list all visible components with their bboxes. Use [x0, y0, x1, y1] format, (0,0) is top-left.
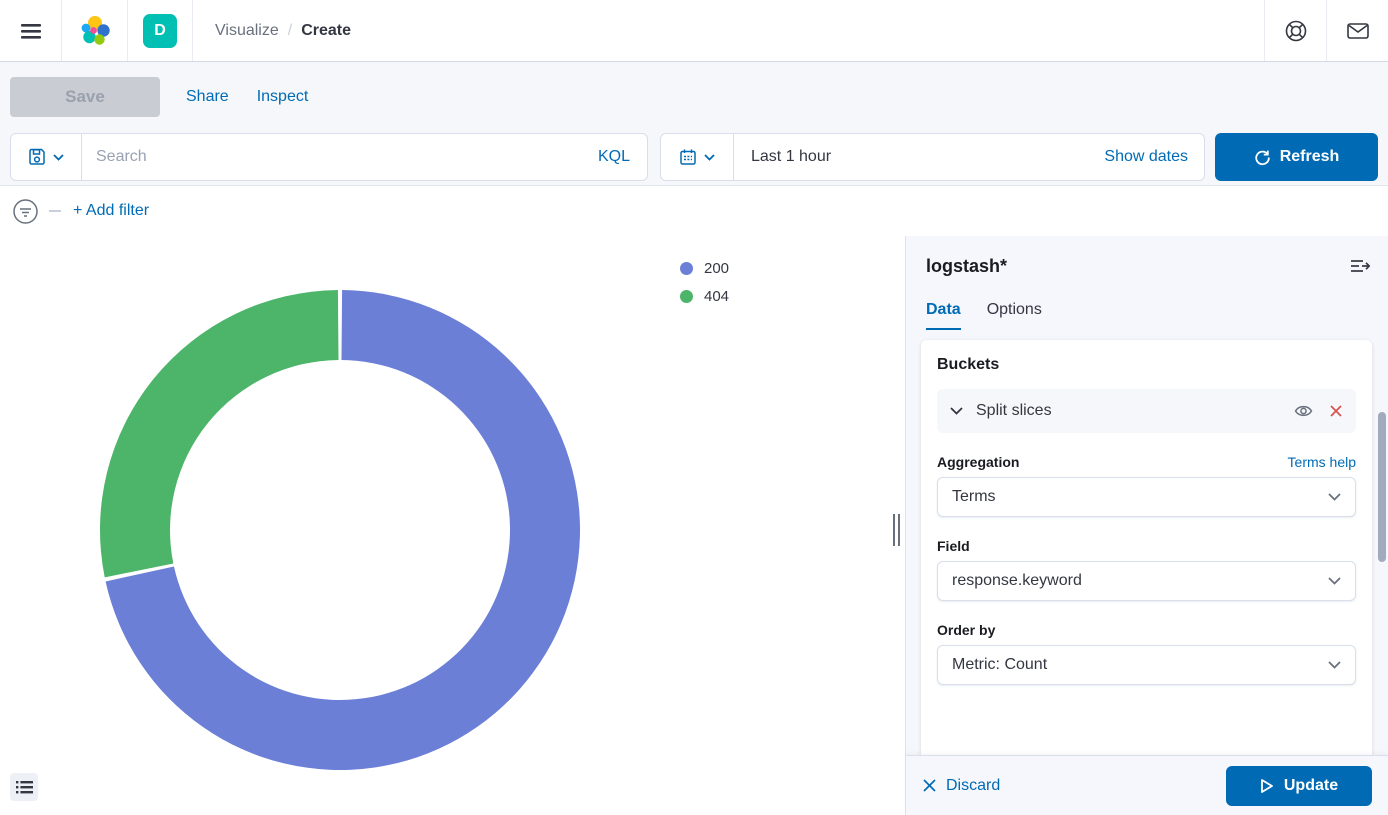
- donut-chart: [100, 290, 580, 770]
- editor-side-panel: logstash* Data Options Buckets Split sli…: [905, 236, 1388, 815]
- index-pattern-title: logstash*: [926, 256, 1008, 276]
- chevron-down-icon: [53, 153, 64, 161]
- collapse-panel-button[interactable]: [1350, 258, 1370, 274]
- show-dates-button[interactable]: Show dates: [1104, 148, 1188, 165]
- legend-label: 200: [704, 260, 730, 277]
- visualization-area: 200 404: [0, 236, 905, 815]
- calendar-icon: [680, 149, 696, 165]
- space-badge[interactable]: D: [143, 13, 177, 48]
- share-button[interactable]: Share: [186, 88, 229, 105]
- menu-button[interactable]: [0, 0, 62, 61]
- split-slices-row[interactable]: Split slices: [937, 389, 1356, 433]
- action-row: Save Share Inspect: [0, 62, 1388, 117]
- chevron-down-icon: [704, 153, 715, 161]
- panel-resize-handle[interactable]: [890, 514, 902, 548]
- filter-dash: [49, 210, 61, 212]
- inspect-button[interactable]: Inspect: [256, 88, 309, 105]
- main-content: 200 404 logstash*: [0, 236, 1388, 815]
- order-by-label: Order by: [937, 622, 996, 638]
- discard-label: Discard: [946, 776, 1001, 794]
- help-button[interactable]: [1264, 0, 1326, 61]
- legend-label: 404: [704, 288, 730, 305]
- refresh-icon: [1255, 150, 1270, 165]
- terms-help-link[interactable]: Terms help: [1287, 454, 1356, 470]
- chart-legend: 200 404: [680, 260, 729, 305]
- x-icon: [923, 779, 936, 792]
- donut-slice-200[interactable]: [105, 290, 580, 770]
- play-icon: [1260, 778, 1273, 793]
- field-select[interactable]: response.keyword: [937, 561, 1356, 601]
- search-bar: KQL: [10, 133, 648, 181]
- tab-data[interactable]: Data: [926, 301, 961, 330]
- legend-item-200[interactable]: 200: [680, 260, 729, 277]
- list-icon: [15, 780, 33, 793]
- mail-icon: [1346, 22, 1369, 39]
- search-input[interactable]: [82, 134, 581, 180]
- field-label: Field: [937, 538, 970, 554]
- date-quick-select-button[interactable]: [661, 134, 734, 180]
- collapse-panel-icon: [1351, 260, 1370, 272]
- tab-options[interactable]: Options: [986, 301, 1042, 318]
- donut-slice-404[interactable]: [100, 290, 339, 578]
- remove-bucket-button[interactable]: [1329, 404, 1343, 418]
- order-by-select[interactable]: Metric: Count: [937, 645, 1356, 685]
- toggle-visibility-button[interactable]: [1294, 404, 1313, 418]
- top-header: D Visualize / Create: [0, 0, 1388, 62]
- space-selector[interactable]: D: [128, 0, 193, 61]
- aggregation-value: Terms: [952, 488, 996, 505]
- legend-dot: [680, 290, 693, 303]
- filter-bar: + Add filter: [0, 186, 1388, 236]
- chevron-down-icon: [1328, 493, 1341, 501]
- discard-button[interactable]: Discard: [922, 777, 1000, 795]
- legend-item-404[interactable]: 404: [680, 288, 729, 305]
- eye-icon: [1294, 405, 1313, 417]
- time-picker: Last 1 hour Show dates: [660, 133, 1205, 181]
- aggregation-label: Aggregation: [937, 454, 1020, 470]
- help-icon: [1285, 20, 1306, 41]
- refresh-label: Refresh: [1279, 148, 1340, 165]
- legend-toggle-button[interactable]: [10, 773, 38, 801]
- chevron-down-icon: [1328, 577, 1341, 585]
- split-slices-label: Split slices: [976, 402, 1052, 419]
- legend-dot: [680, 262, 693, 275]
- aggregation-select[interactable]: Terms: [937, 477, 1356, 517]
- aggregation-row: Aggregation Terms help: [937, 454, 1356, 470]
- time-range-value[interactable]: Last 1 hour: [751, 148, 832, 165]
- chevron-down-icon: [1328, 661, 1341, 669]
- buckets-title: Buckets: [937, 356, 1000, 373]
- elastic-logo-icon: [81, 15, 110, 45]
- editor-tabs: Data Options: [906, 277, 1388, 330]
- saved-query-menu-button[interactable]: [11, 134, 82, 180]
- order-by-value: Metric: Count: [952, 656, 1048, 673]
- newsfeed-button[interactable]: [1326, 0, 1388, 61]
- field-value: response.keyword: [952, 572, 1082, 589]
- query-row: KQL Last 1 hour Show dates: [0, 117, 1388, 181]
- update-button[interactable]: Update: [1226, 765, 1372, 806]
- panel-scrollbar-thumb[interactable]: [1378, 412, 1386, 562]
- save-query-icon: [29, 148, 45, 165]
- elastic-logo-button[interactable]: [62, 0, 128, 61]
- add-filter-button[interactable]: + Add filter: [73, 202, 150, 219]
- filter-circle-icon[interactable]: [12, 198, 39, 225]
- save-button[interactable]: Save: [10, 77, 160, 117]
- buckets-card: Buckets Split slices: [921, 340, 1372, 797]
- breadcrumb-create: Create: [301, 21, 352, 39]
- breadcrumb-separator: /: [287, 21, 293, 39]
- order-by-row: Order by: [937, 622, 1356, 638]
- kql-language-button[interactable]: KQL: [597, 148, 630, 165]
- hamburger-icon: [20, 23, 41, 39]
- breadcrumb-visualize[interactable]: Visualize: [215, 21, 279, 39]
- update-label: Update: [1283, 776, 1339, 794]
- action-and-query-bar: Save Share Inspect KQL: [0, 62, 1388, 186]
- editor-footer: Discard Update: [906, 755, 1388, 815]
- refresh-button[interactable]: Refresh: [1215, 133, 1378, 181]
- breadcrumb: Visualize / Create: [215, 0, 1264, 61]
- red-x-icon: [1330, 405, 1342, 417]
- chevron-down-icon: [950, 407, 963, 415]
- field-row: Field: [937, 538, 1356, 554]
